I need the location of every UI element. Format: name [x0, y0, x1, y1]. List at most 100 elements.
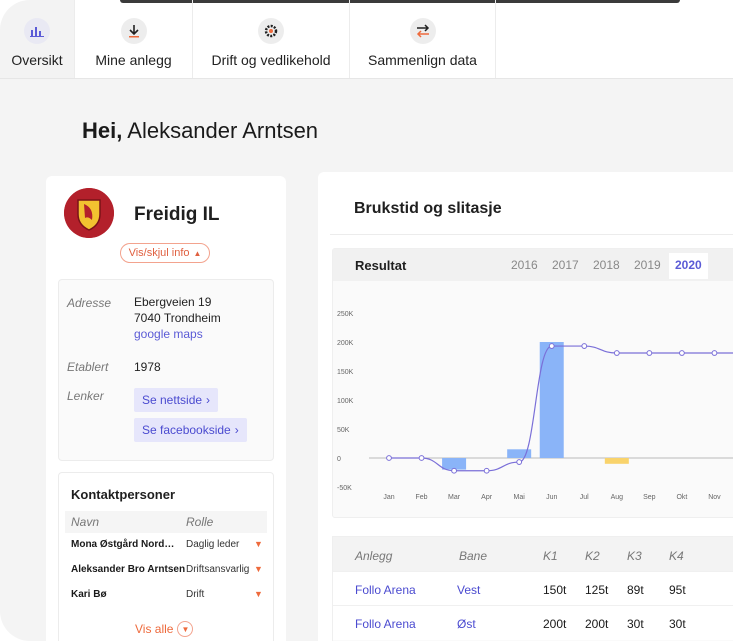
- greeting-hello: Hei,: [82, 118, 123, 143]
- links-label: Lenker: [67, 389, 104, 403]
- cell-bane[interactable]: Vest: [457, 583, 481, 597]
- x-tick-label: Okt: [676, 494, 687, 501]
- facebook-button[interactable]: Se facebookside ›: [134, 418, 247, 442]
- col-bane: Bane: [459, 549, 488, 563]
- tab-label: Oversikt: [11, 52, 63, 68]
- x-tick-label: Apr: [481, 494, 493, 501]
- show-all-button[interactable]: Vis alle ▼: [135, 621, 194, 637]
- y-tick-label: 100K: [337, 398, 354, 405]
- y-tick-label: 50K: [337, 427, 350, 434]
- col-anlegg: Anlegg: [355, 549, 393, 563]
- toggle-info-button[interactable]: Vis/skjul info ▲: [120, 243, 210, 263]
- download-icon: [120, 18, 147, 44]
- year-tab-2020[interactable]: 2020: [669, 253, 708, 279]
- caret-down-icon[interactable]: ▼: [254, 539, 263, 549]
- caret-down-icon[interactable]: ▼: [254, 589, 263, 599]
- line-point: [613, 350, 620, 356]
- y-tick-label: 150K: [337, 369, 354, 376]
- chevron-right-icon: ›: [234, 423, 239, 437]
- club-info-box: Adresse Ebergveien 19 7040 Trondheim goo…: [58, 279, 274, 461]
- cell-k4: 30t: [669, 617, 686, 631]
- x-tick-label: Aug: [611, 494, 624, 501]
- gear-icon: [258, 18, 284, 44]
- line-point: [548, 343, 555, 349]
- y-tick-label: 200K: [337, 340, 354, 347]
- line-point: [516, 459, 523, 465]
- y-tick-label: 250K: [337, 311, 354, 318]
- year-tab-2019[interactable]: 2019: [634, 258, 661, 272]
- col-k3: K3: [627, 549, 642, 563]
- bar-mar: [442, 458, 467, 470]
- line-point: [418, 455, 425, 461]
- website-button[interactable]: Se nettside ›: [134, 388, 219, 412]
- caret-down-icon[interactable]: ▼: [254, 564, 263, 574]
- greeting-name: Aleksander Arntsen: [127, 118, 319, 143]
- year-tab-2018[interactable]: 2018: [593, 258, 620, 272]
- address-value: Ebergveien 19 7040 Trondheim google maps: [134, 294, 221, 342]
- x-tick-label: Feb: [416, 494, 428, 501]
- usage-title: Brukstid og slitasje: [354, 200, 502, 217]
- bar-mai: [507, 449, 532, 458]
- website-button-label: Se nettside: [142, 393, 203, 407]
- tab-sammenlign[interactable]: Sammenlign data: [350, 0, 496, 78]
- top-strip: [120, 0, 680, 3]
- x-tick-label: Jun: [546, 494, 557, 501]
- bar-aug: [604, 458, 629, 464]
- contacts-header: Navn Rolle: [65, 511, 267, 533]
- maps-link[interactable]: google maps: [134, 327, 203, 341]
- year-tab-2016[interactable]: 2016: [511, 258, 538, 272]
- cell-k3: 30t: [627, 617, 644, 631]
- year-tab-2017[interactable]: 2017: [552, 258, 579, 272]
- line-point: [483, 467, 490, 474]
- chevron-right-icon: ›: [206, 393, 211, 407]
- contacts-title: Kontaktpersoner: [71, 487, 176, 502]
- tab-drift[interactable]: Drift og vedlikehold: [193, 0, 350, 78]
- swap-icon: [409, 18, 436, 44]
- top-nav: Oversikt Mine anlegg Drift og vedlikehol…: [0, 0, 733, 79]
- contact-name: Mona Østgård Nord…: [71, 539, 175, 550]
- contact-row[interactable]: Aleksander Bro Arntsen Driftsansvarlig ▼: [71, 564, 271, 582]
- cell-k3: 89t: [627, 583, 644, 597]
- x-tick-label: Nov: [708, 494, 721, 501]
- table-row[interactable]: Follo Arena Øst 200t 200t 30t 30t: [333, 605, 733, 640]
- greeting: Hei, Aleksander Arntsen: [82, 118, 318, 144]
- col-k1: K1: [543, 549, 558, 563]
- col-k4: K4: [669, 549, 684, 563]
- facebook-button-label: Se facebookside: [142, 423, 231, 437]
- address-line1: Ebergveien 19: [134, 295, 212, 309]
- cell-bane[interactable]: Øst: [457, 617, 476, 631]
- club-card: Freidig IL Vis/skjul info ▲ Adresse Eber…: [46, 176, 286, 641]
- contact-row[interactable]: Kari Bø Drift ▼: [71, 589, 271, 607]
- caret-down-circle-icon: ▼: [177, 621, 194, 637]
- tab-label: Sammenlign data: [368, 52, 477, 68]
- cell-anlegg[interactable]: Follo Arena: [355, 617, 416, 631]
- show-all-label: Vis alle: [135, 622, 174, 636]
- contact-name: Aleksander Bro Arntsen: [71, 564, 186, 575]
- contact-row[interactable]: Mona Østgård Nord… Daglig leder ▼: [71, 539, 271, 557]
- chart-icon: [24, 18, 50, 44]
- line-point: [451, 467, 457, 474]
- col-k2: K2: [585, 549, 600, 563]
- table-row[interactable]: Follo Arena Vest 150t 125t 89t 95t: [333, 571, 733, 606]
- tab-label: Mine anlegg: [95, 52, 172, 68]
- result-panel: Resultat 2016 2017 2018 2019 2020 250K 20…: [332, 248, 733, 518]
- col-role: Rolle: [186, 515, 214, 529]
- usage-chart: 250K 200K 150K 100K 50K 0 -50K Jan Feb Mar Apr Mai J…: [337, 311, 733, 501]
- cell-anlegg[interactable]: Follo Arena: [355, 583, 416, 597]
- tab-mine-anlegg[interactable]: Mine anlegg: [75, 0, 193, 78]
- established-value: 1978: [134, 360, 161, 374]
- x-tick-label: Mar: [448, 494, 461, 501]
- contact-role: Drift: [186, 589, 205, 600]
- table-header: Anlegg Bane K1 K2 K3 K4: [333, 537, 733, 571]
- tab-oversikt[interactable]: Oversikt: [0, 0, 75, 78]
- cell-k2: 125t: [585, 583, 609, 597]
- line-point: [581, 343, 588, 349]
- line-point: [646, 350, 653, 356]
- line-point: [386, 455, 392, 461]
- established-label: Etablert: [67, 360, 109, 374]
- address-line2: 7040 Trondheim: [134, 311, 221, 325]
- x-tick-label: Jan: [383, 494, 394, 501]
- address-label: Adresse: [67, 296, 112, 310]
- contact-name: Kari Bø: [71, 589, 107, 600]
- col-name: Navn: [71, 515, 100, 529]
